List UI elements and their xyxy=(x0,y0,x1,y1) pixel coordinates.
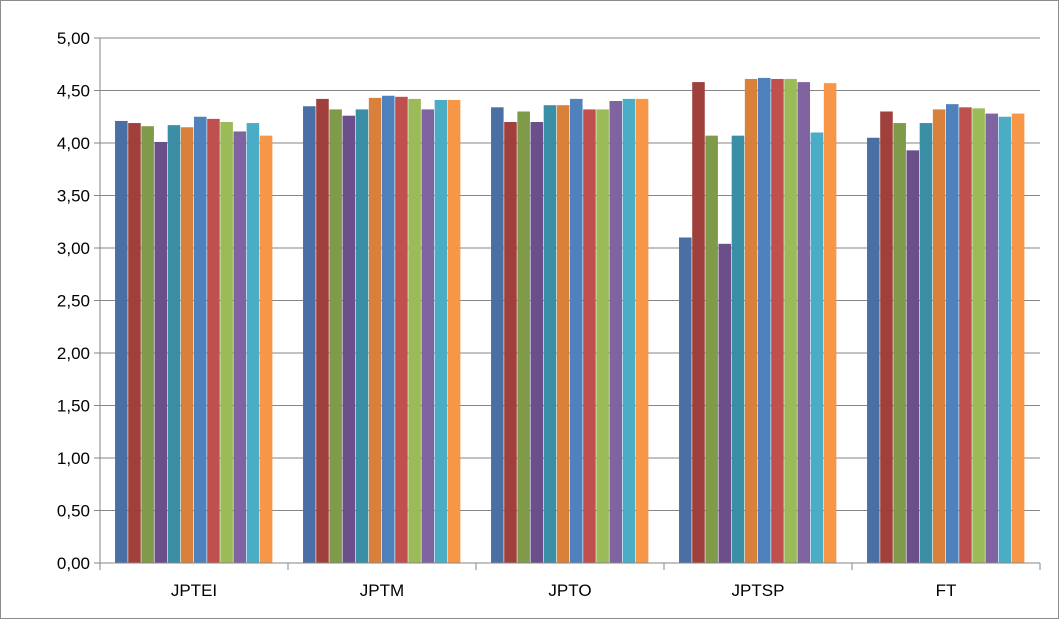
bar xyxy=(128,123,141,564)
x-tick-label: FT xyxy=(936,581,957,600)
bar xyxy=(504,122,517,563)
y-tick-label: 4,00 xyxy=(57,134,90,153)
bar xyxy=(880,111,893,563)
bar xyxy=(408,98,421,564)
y-axis-tick-labels: 0,00 0,50 1,00 1,50 2,00 2,50 3,00 3,50 4,00 4,50… xyxy=(57,29,90,573)
bar xyxy=(355,109,369,564)
bar xyxy=(771,78,784,563)
bar xyxy=(919,123,933,564)
bar xyxy=(556,105,570,563)
bar xyxy=(959,107,972,564)
bar xyxy=(530,122,544,563)
y-tick-label: 4,50 xyxy=(57,82,90,101)
x-tick-label: JPTO xyxy=(548,581,591,600)
bar xyxy=(946,104,959,564)
bar xyxy=(570,98,583,564)
bar xyxy=(1011,113,1025,563)
bar xyxy=(220,122,233,563)
y-tick-label: 0,00 xyxy=(57,554,90,573)
bar xyxy=(115,120,128,563)
bar xyxy=(718,243,732,564)
bar xyxy=(758,77,771,564)
bar xyxy=(434,99,448,563)
x-tick-label: JPTM xyxy=(360,581,404,600)
bar xyxy=(342,115,356,563)
bar xyxy=(233,131,247,563)
bar xyxy=(692,82,705,563)
y-tick-label: 1,50 xyxy=(57,397,90,416)
y-tick-label: 3,50 xyxy=(57,187,90,206)
bar xyxy=(543,105,557,563)
bar xyxy=(679,237,692,563)
bar xyxy=(180,127,194,563)
y-tick-label: 1,00 xyxy=(57,449,90,468)
x-tick-label: JPTEI xyxy=(171,581,217,600)
bar xyxy=(316,98,329,564)
bar xyxy=(810,132,824,563)
bar xyxy=(744,78,758,563)
bar xyxy=(893,123,906,564)
bar xyxy=(972,108,985,563)
bar xyxy=(867,137,880,563)
bar xyxy=(705,135,718,563)
y-tick-label: 2,50 xyxy=(57,292,90,311)
bar xyxy=(382,95,395,563)
bar xyxy=(421,109,435,564)
bar xyxy=(985,113,999,563)
bar xyxy=(329,109,342,564)
bar xyxy=(823,83,837,564)
axes xyxy=(94,37,1041,570)
bars xyxy=(115,77,1025,564)
bar xyxy=(998,116,1012,563)
bar xyxy=(731,135,745,563)
y-tick-label: 2,00 xyxy=(57,344,90,363)
bar xyxy=(167,125,181,564)
bar xyxy=(906,150,920,563)
x-axis-tick-labels: JPTEI JPTM JPTO JPTSP FT xyxy=(171,581,957,600)
y-tick-label: 5,00 xyxy=(57,29,90,48)
bar xyxy=(395,96,408,564)
bar xyxy=(141,126,154,563)
bar xyxy=(609,101,623,563)
bar xyxy=(932,109,946,564)
bar xyxy=(583,109,596,564)
bar xyxy=(491,107,504,564)
bar xyxy=(246,123,260,564)
bar xyxy=(447,99,461,563)
bar xyxy=(622,98,636,564)
bar xyxy=(635,98,649,564)
bar xyxy=(596,109,609,564)
bar xyxy=(784,78,797,563)
y-tick-label: 3,00 xyxy=(57,239,90,258)
bar xyxy=(259,135,273,563)
bar xyxy=(303,106,316,563)
y-tick-label: 0,50 xyxy=(57,502,90,521)
x-tick-label: JPTSP xyxy=(732,581,785,600)
bar xyxy=(517,111,530,563)
bar xyxy=(207,118,220,563)
bar xyxy=(194,116,207,563)
bar xyxy=(368,97,382,563)
bar xyxy=(797,82,811,563)
bar xyxy=(154,141,168,563)
